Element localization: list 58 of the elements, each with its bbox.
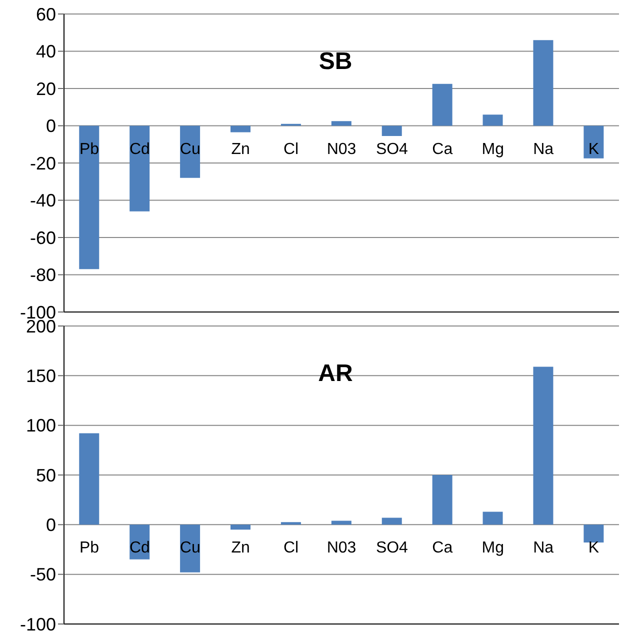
x-tick-label: Zn	[231, 140, 250, 158]
y-tick-label: -50	[30, 564, 56, 585]
y-tick-label: 60	[36, 4, 56, 24]
bar	[79, 433, 100, 525]
y-tick-label: 0	[46, 116, 56, 136]
text: AR	[318, 360, 353, 387]
x-tick-label: Ca	[432, 140, 453, 158]
x-tick-label: Mg	[482, 140, 504, 158]
x-tick-label: Cu	[180, 140, 200, 158]
bar	[584, 524, 604, 543]
y-tick-label: 40	[36, 42, 56, 62]
x-tick-label: SO4	[376, 540, 408, 557]
bar	[482, 512, 503, 525]
bar	[584, 126, 604, 158]
text: SB	[318, 48, 352, 75]
bar	[130, 126, 150, 212]
bar	[482, 114, 503, 126]
x-tick-label: K	[588, 540, 600, 557]
x-tick-label: Ca	[432, 540, 453, 557]
x-tick-label: Pb	[79, 540, 100, 557]
bar	[382, 126, 402, 136]
bar	[382, 518, 402, 525]
x-tick-label: Na	[533, 540, 554, 557]
x-tick-label: Mg	[482, 540, 504, 557]
bar	[280, 522, 301, 525]
x-tick-label: Cd	[129, 140, 150, 158]
y-tick-label: -40	[30, 190, 56, 211]
bar	[533, 40, 554, 126]
y-tick-label: 0	[46, 515, 56, 536]
y-tick-label: 20	[36, 78, 56, 99]
y-tick-label: -80	[30, 265, 56, 286]
x-tick-label: SO4	[376, 140, 408, 158]
bar	[230, 524, 250, 530]
x-tick-label: N03	[326, 140, 356, 158]
x-tick-label: K	[588, 140, 600, 158]
y-tick-label: 100	[26, 416, 56, 436]
y-tick-label: 50	[36, 465, 56, 486]
bar	[180, 524, 200, 572]
bar	[331, 520, 352, 525]
bar	[432, 84, 452, 126]
bar	[79, 126, 100, 270]
bar	[533, 366, 554, 525]
bar	[180, 126, 200, 178]
x-tick-label: Na	[533, 140, 554, 158]
x-tick-label: Cu	[180, 540, 200, 557]
y-tick-label: -60	[30, 228, 56, 248]
bar	[331, 121, 352, 126]
x-tick-label: Cl	[283, 540, 299, 557]
y-tick-label: -20	[30, 153, 56, 174]
x-tick-label: Zn	[231, 540, 250, 557]
y-tick-label: 150	[26, 366, 56, 386]
x-tick-label: Pb	[79, 140, 100, 158]
x-tick-label: N03	[326, 540, 356, 557]
y-tick-label: -100	[20, 614, 56, 634]
x-tick-label: Cd	[129, 540, 150, 557]
x-tick-label: Cl	[283, 140, 299, 158]
bar	[432, 475, 452, 525]
bar	[230, 126, 250, 132]
